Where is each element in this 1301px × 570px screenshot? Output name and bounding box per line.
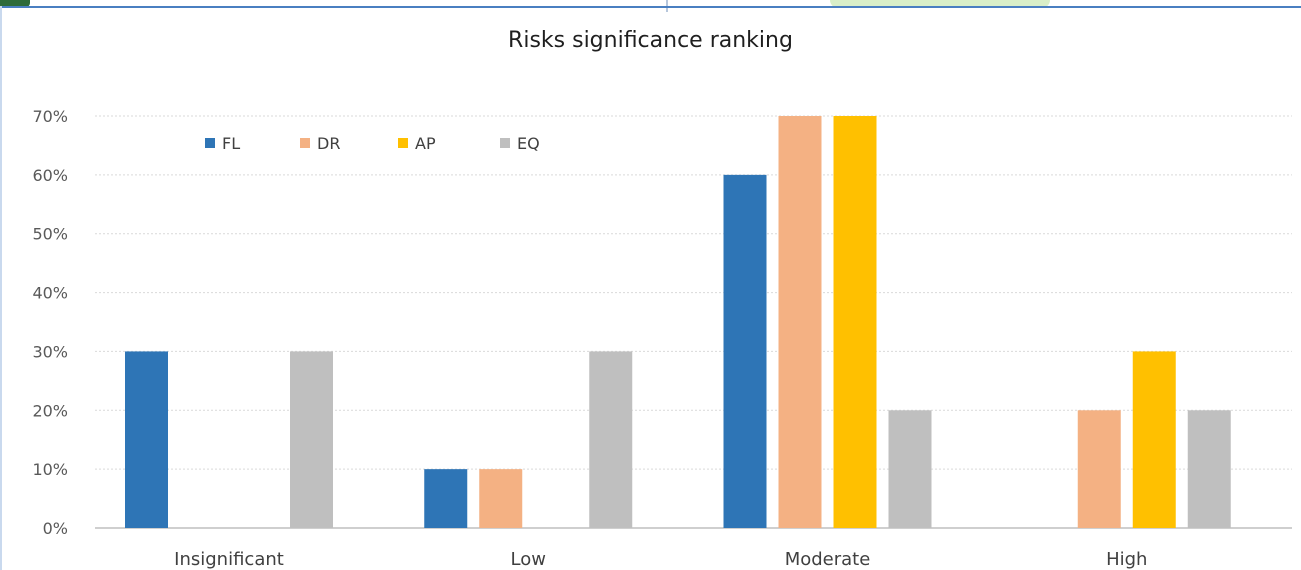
y-tick-label: 10% bbox=[32, 460, 68, 479]
legend-label-eq: EQ bbox=[517, 134, 540, 153]
window-tab-left bbox=[0, 0, 30, 7]
x-category-label: Low bbox=[511, 549, 546, 570]
y-tick-label: 20% bbox=[32, 401, 68, 420]
legend-swatch-ap bbox=[398, 138, 408, 148]
bar-eq-moderate bbox=[888, 410, 932, 528]
x-category-label: Insignificant bbox=[174, 549, 284, 570]
y-tick-label: 60% bbox=[32, 166, 68, 185]
legend-swatch-eq bbox=[500, 138, 510, 148]
bar-eq-insignificant bbox=[290, 351, 333, 528]
bar-fl-moderate bbox=[723, 174, 767, 528]
bar-dr-high bbox=[1077, 410, 1121, 528]
window-tab-pill bbox=[830, 0, 1050, 8]
x-category-label: Moderate bbox=[785, 549, 871, 570]
y-tick-label: 0% bbox=[43, 519, 68, 538]
bar-fl-low bbox=[424, 469, 468, 528]
y-tick-label: 40% bbox=[32, 284, 68, 303]
legend-swatch-fl bbox=[205, 138, 215, 148]
bar-eq-high bbox=[1187, 410, 1231, 528]
y-tick-label: 50% bbox=[32, 225, 68, 244]
chart-title: Risks significance ranking bbox=[508, 28, 793, 53]
bar-ap-moderate bbox=[833, 116, 877, 528]
legend-label-fl: FL bbox=[222, 134, 240, 153]
legend-swatch-dr bbox=[300, 138, 310, 148]
bar-eq-low bbox=[589, 351, 633, 528]
bar-dr-moderate bbox=[778, 116, 822, 528]
bar-dr-low bbox=[479, 469, 523, 528]
x-category-label: High bbox=[1106, 549, 1147, 570]
y-tick-label: 70% bbox=[32, 107, 68, 126]
bar-ap-high bbox=[1132, 351, 1176, 528]
frame-top-border bbox=[0, 6, 1301, 8]
y-tick-label: 30% bbox=[32, 342, 68, 361]
legend-label-dr: DR bbox=[317, 134, 340, 153]
bar-fl-insignificant bbox=[125, 351, 168, 528]
frame-left-border bbox=[0, 6, 2, 570]
legend-label-ap: AP bbox=[415, 134, 436, 153]
